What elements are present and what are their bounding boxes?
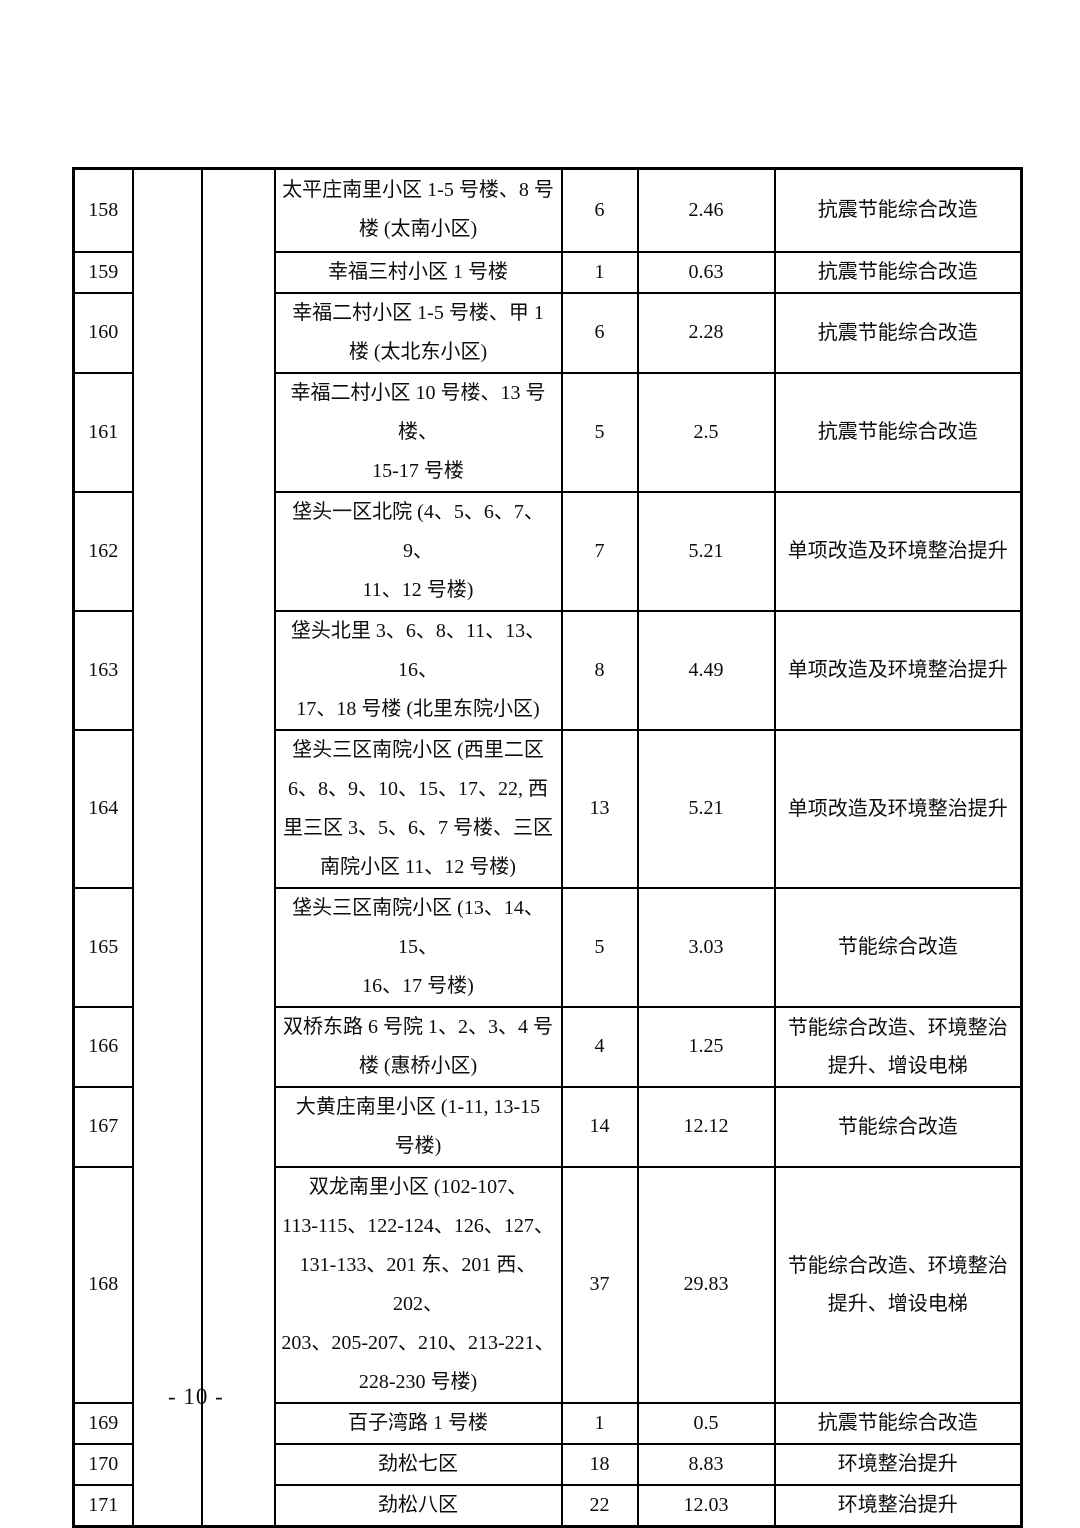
row-number-cell: 159 bbox=[72, 250, 134, 294]
community-name-cell: 劲松七区 bbox=[273, 1442, 563, 1486]
community-name-cell: 垡头三区南院小区 (西里二区 6、8、9、10、15、17、22, 西 里三区 … bbox=[273, 728, 563, 889]
row-number-cell: 171 bbox=[72, 1483, 134, 1527]
community-name-cell: 幸福三村小区 1 号楼 bbox=[273, 250, 563, 294]
table-row: 162 垡头一区北院 (4、5、6、7、9、 11、12 号楼) 7 5.21 … bbox=[72, 490, 1023, 612]
building-count-cell: 1 bbox=[560, 1401, 639, 1445]
building-count-cell: 22 bbox=[560, 1483, 639, 1527]
renovation-table: 158 太平庄南里小区 1-5 号楼、8 号 楼 (太南小区) 6 2.46 抗… bbox=[72, 167, 1023, 1528]
row-number-cell: 161 bbox=[72, 371, 134, 493]
table-row: 166 双桥东路 6 号院 1、2、3、4 号 楼 (惠桥小区) 4 1.25 … bbox=[72, 1005, 1023, 1088]
table-row: 164 垡头三区南院小区 (西里二区 6、8、9、10、15、17、22, 西 … bbox=[72, 728, 1023, 889]
floor-area-cell: 5.21 bbox=[636, 728, 776, 889]
building-count-cell: 5 bbox=[560, 371, 639, 493]
table-row: 171 劲松八区 22 12.03 环境整治提升 bbox=[72, 1483, 1023, 1527]
page-number: - 10 - bbox=[168, 1384, 224, 1409]
building-count-cell: 4 bbox=[560, 1005, 639, 1088]
table-row: 169 百子湾路 1 号楼 1 0.5 抗震节能综合改造 bbox=[72, 1401, 1023, 1445]
building-count-cell: 14 bbox=[560, 1085, 639, 1168]
table-row: 161 幸福二村小区 10 号楼、13 号楼、 15-17 号楼 5 2.5 抗… bbox=[72, 371, 1023, 493]
row-number-cell: 163 bbox=[72, 609, 134, 731]
community-name-cell: 大黄庄南里小区 (1-11, 13-15 号楼) bbox=[273, 1085, 563, 1168]
floor-area-cell: 2.5 bbox=[636, 371, 776, 493]
renovation-type-cell: 节能综合改造、环境整治 提升、增设电梯 bbox=[773, 1005, 1023, 1088]
renovation-type-cell: 节能综合改造、环境整治 提升、增设电梯 bbox=[773, 1165, 1023, 1404]
row-number-cell: 166 bbox=[72, 1005, 134, 1088]
row-number-cell: 160 bbox=[72, 291, 134, 374]
building-count-cell: 7 bbox=[560, 490, 639, 612]
building-count-cell: 13 bbox=[560, 728, 639, 889]
renovation-type-cell: 抗震节能综合改造 bbox=[773, 1401, 1023, 1445]
renovation-type-cell: 抗震节能综合改造 bbox=[773, 250, 1023, 294]
renovation-type-cell: 单项改造及环境整治提升 bbox=[773, 609, 1023, 731]
renovation-type-cell: 节能综合改造 bbox=[773, 1085, 1023, 1168]
floor-area-cell: 2.28 bbox=[636, 291, 776, 374]
community-name-cell: 双龙南里小区 (102-107、 113-115、122-124、126、127… bbox=[273, 1165, 563, 1404]
community-name-cell: 劲松八区 bbox=[273, 1483, 563, 1527]
renovation-type-cell: 抗震节能综合改造 bbox=[773, 371, 1023, 493]
renovation-type-cell: 单项改造及环境整治提升 bbox=[773, 490, 1023, 612]
community-name-cell: 垡头北里 3、6、8、11、13、16、 17、18 号楼 (北里东院小区) bbox=[273, 609, 563, 731]
table-row: 160 幸福二村小区 1-5 号楼、甲 1 楼 (太北东小区) 6 2.28 抗… bbox=[72, 291, 1023, 374]
renovation-type-cell: 环境整治提升 bbox=[773, 1483, 1023, 1527]
table-row: 159 幸福三村小区 1 号楼 1 0.63 抗震节能综合改造 bbox=[72, 250, 1023, 294]
row-number-cell: 168 bbox=[72, 1165, 134, 1404]
building-count-cell: 37 bbox=[560, 1165, 639, 1404]
merged-empty-cell-1 bbox=[131, 167, 203, 1527]
building-count-cell: 5 bbox=[560, 886, 639, 1008]
table-row: 158 太平庄南里小区 1-5 号楼、8 号 楼 (太南小区) 6 2.46 抗… bbox=[72, 167, 1023, 1527]
community-name-cell: 百子湾路 1 号楼 bbox=[273, 1401, 563, 1445]
community-name-cell: 幸福二村小区 1-5 号楼、甲 1 楼 (太北东小区) bbox=[273, 291, 563, 374]
floor-area-cell: 0.5 bbox=[636, 1401, 776, 1445]
community-name-cell: 双桥东路 6 号院 1、2、3、4 号 楼 (惠桥小区) bbox=[273, 1005, 563, 1088]
renovation-type-cell: 环境整治提升 bbox=[773, 1442, 1023, 1486]
row-number-cell: 169 bbox=[72, 1401, 134, 1445]
renovation-type-cell: 抗震节能综合改造 bbox=[773, 167, 1023, 253]
table-row: 168 双龙南里小区 (102-107、 113-115、122-124、126… bbox=[72, 1165, 1023, 1404]
row-number-cell: 165 bbox=[72, 886, 134, 1008]
floor-area-cell: 3.03 bbox=[636, 886, 776, 1008]
floor-area-cell: 12.03 bbox=[636, 1483, 776, 1527]
floor-area-cell: 5.21 bbox=[636, 490, 776, 612]
community-name-cell: 垡头三区南院小区 (13、14、15、 16、17 号楼) bbox=[273, 886, 563, 1008]
table-row: 163 垡头北里 3、6、8、11、13、16、 17、18 号楼 (北里东院小… bbox=[72, 609, 1023, 731]
building-count-cell: 1 bbox=[560, 250, 639, 294]
floor-area-cell: 29.83 bbox=[636, 1165, 776, 1404]
floor-area-cell: 2.46 bbox=[636, 167, 776, 253]
row-number-cell: 167 bbox=[72, 1085, 134, 1168]
table-row: 167 大黄庄南里小区 (1-11, 13-15 号楼) 14 12.12 节能… bbox=[72, 1085, 1023, 1168]
table-row: 165 垡头三区南院小区 (13、14、15、 16、17 号楼) 5 3.03… bbox=[72, 886, 1023, 1008]
row-number-cell: 162 bbox=[72, 490, 134, 612]
community-name-cell: 太平庄南里小区 1-5 号楼、8 号 楼 (太南小区) bbox=[273, 167, 563, 253]
row-number-cell: 158 bbox=[72, 167, 134, 253]
floor-area-cell: 1.25 bbox=[636, 1005, 776, 1088]
floor-area-cell: 4.49 bbox=[636, 609, 776, 731]
floor-area-cell: 8.83 bbox=[636, 1442, 776, 1486]
building-count-cell: 18 bbox=[560, 1442, 639, 1486]
renovation-type-cell: 节能综合改造 bbox=[773, 886, 1023, 1008]
renovation-type-cell: 抗震节能综合改造 bbox=[773, 291, 1023, 374]
renovation-type-cell: 单项改造及环境整治提升 bbox=[773, 728, 1023, 889]
community-name-cell: 幸福二村小区 10 号楼、13 号楼、 15-17 号楼 bbox=[273, 371, 563, 493]
merged-empty-cell-2 bbox=[200, 167, 276, 1527]
row-number-cell: 164 bbox=[72, 728, 134, 889]
row-number-cell: 170 bbox=[72, 1442, 134, 1486]
renovation-table-container: 158 太平庄南里小区 1-5 号楼、8 号 楼 (太南小区) 6 2.46 抗… bbox=[72, 167, 1023, 1528]
building-count-cell: 6 bbox=[560, 167, 639, 253]
table-row: 170 劲松七区 18 8.83 环境整治提升 bbox=[72, 1442, 1023, 1486]
building-count-cell: 6 bbox=[560, 291, 639, 374]
floor-area-cell: 12.12 bbox=[636, 1085, 776, 1168]
community-name-cell: 垡头一区北院 (4、5、6、7、9、 11、12 号楼) bbox=[273, 490, 563, 612]
building-count-cell: 8 bbox=[560, 609, 639, 731]
floor-area-cell: 0.63 bbox=[636, 250, 776, 294]
